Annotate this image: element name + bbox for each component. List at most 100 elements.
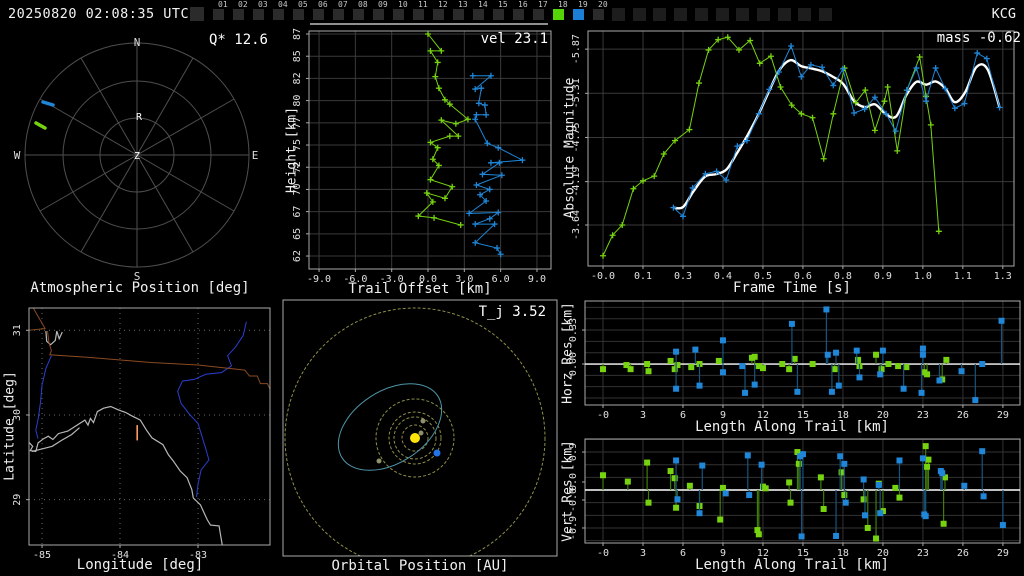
svg-text:82: 82: [292, 72, 303, 84]
atmospheric-position-panel: N E S W Z R Q* 12.6 Atmospheric Position [deg…: [0, 28, 280, 298]
ground-map-panel: -85 -84 -83 31 30 29 Latitude [deg] Longitude…: [0, 298, 280, 576]
svg-text:-3.64: -3.64: [571, 210, 582, 240]
orbit-caption: Orbital Position [AU]: [331, 558, 509, 574]
svg-text:15: 15: [797, 548, 809, 559]
svg-text:Z: Z: [134, 151, 140, 162]
frame-indicator-14[interactable]: [473, 9, 484, 20]
svg-text:-0.0: -0.0: [568, 488, 579, 512]
svg-text:0.0: 0.0: [419, 274, 437, 285]
frame-indicator-15[interactable]: [493, 9, 504, 20]
svg-text:-6.0: -6.0: [343, 274, 367, 285]
frame-indicator-19[interactable]: [573, 9, 584, 20]
frame-indicator-04[interactable]: [273, 9, 284, 20]
frame-indicator-13[interactable]: [453, 9, 464, 20]
svg-text:E: E: [252, 149, 259, 162]
svg-text:0.9: 0.9: [874, 271, 892, 282]
svg-text:-5.87: -5.87: [571, 34, 582, 64]
frame-indicator-number: 17: [538, 0, 548, 9]
frame-indicator-spare[interactable]: [756, 8, 770, 21]
svg-text:15: 15: [797, 410, 809, 421]
svg-text:12: 12: [757, 548, 769, 559]
frame-indicator-number: 09: [378, 0, 388, 9]
svg-text:29: 29: [997, 548, 1009, 559]
frame-indicator-spare[interactable]: [819, 8, 832, 21]
frame-indicator-07[interactable]: [333, 9, 344, 20]
trail-offset-caption: Trail Offset [km]: [348, 281, 492, 297]
svg-text:0.6: 0.6: [794, 271, 812, 282]
frame-indicator-spare[interactable]: [674, 8, 688, 21]
frame-indicator-number: 13: [458, 0, 468, 9]
svg-text:-85: -85: [33, 550, 51, 561]
svg-text:0.33: 0.33: [568, 318, 579, 342]
svg-text:75: 75: [292, 139, 303, 151]
frame-indicator-02[interactable]: [233, 9, 244, 20]
frame-indicator-spare[interactable]: [715, 8, 729, 21]
svg-text:0.00: 0.00: [568, 352, 579, 376]
vert-length-caption: Length Along Trail [km]: [695, 557, 889, 573]
svg-text:9: 9: [720, 548, 726, 559]
svg-text:20: 20: [877, 410, 889, 421]
frame-indicator-number: 01: [218, 0, 228, 9]
svg-text:R: R: [136, 112, 143, 123]
svg-text:S: S: [134, 270, 141, 283]
svg-text:9: 9: [720, 410, 726, 421]
svg-text:26: 26: [957, 548, 969, 559]
svg-text:6.0: 6.0: [492, 274, 510, 285]
frame-indicator-spare[interactable]: [632, 8, 646, 21]
velocity-value: vel 23.1: [480, 31, 548, 47]
svg-text:18: 18: [837, 410, 849, 421]
frame-indicator-03[interactable]: [253, 9, 264, 20]
svg-text:0.9: 0.9: [568, 443, 579, 461]
frame-indicator-05[interactable]: [293, 9, 304, 20]
topbar: 20250820 02:08:35 UTC 01 02 03 04 05 06 07 08 09…: [0, 0, 1024, 28]
frame-indicator-01[interactable]: [213, 9, 224, 20]
magnitude-axis-label: Absolute Magnitude: [562, 77, 578, 219]
frame-indicator-09[interactable]: [373, 9, 384, 20]
svg-text:23: 23: [917, 548, 929, 559]
frame-indicator-12[interactable]: [433, 9, 444, 20]
light-curve-plot: -0.0 0.1 0.3 0.4 0.5 0.6 0.8 0.9 1.0 1.1 1.3 -5.87 -…: [571, 30, 1015, 282]
svg-text:62: 62: [292, 250, 303, 262]
timestamp: 20250820 02:08:35 UTC: [8, 6, 190, 22]
svg-text:1.3: 1.3: [994, 271, 1012, 282]
svg-text:N: N: [134, 36, 141, 49]
frame-indicator-number: 02: [238, 0, 248, 9]
frame-indicator-spare[interactable]: [777, 8, 791, 21]
frame-indicator-spare[interactable]: [694, 8, 708, 21]
svg-text:29: 29: [997, 410, 1009, 421]
frame-indicator-number: 20: [598, 0, 608, 9]
atmospheric-position-caption: Atmospheric Position [deg]: [30, 280, 250, 296]
frame-indicator-spare[interactable]: [736, 8, 750, 21]
frame-indicator-16[interactable]: [513, 9, 524, 20]
frame-indicator-17[interactable]: [533, 9, 544, 20]
svg-text:6: 6: [680, 410, 686, 421]
frame-indicator-06[interactable]: [313, 9, 324, 20]
frame-indicator-10[interactable]: [393, 9, 404, 20]
atmospheric-position-plot: N E S W Z R: [14, 36, 259, 283]
frame-indicator-blank[interactable]: [190, 7, 204, 21]
frame-indicator-number: 15: [498, 0, 508, 9]
svg-text:-0: -0: [597, 410, 609, 421]
frame-indicator-spare[interactable]: [612, 8, 625, 21]
detection-range-underline: [310, 23, 548, 25]
svg-text:70: 70: [292, 183, 303, 195]
svg-text:-84: -84: [111, 550, 129, 561]
frame-indicator-08[interactable]: [353, 9, 364, 20]
frame-indicator-11[interactable]: [413, 9, 424, 20]
frame-indicator-number: 19: [578, 0, 588, 9]
frame-indicator-18[interactable]: [553, 9, 564, 20]
horz-residuals-plot: -0 3 6 9 12 15 18 20 23 26 29 0.33 0.00: [568, 300, 1021, 421]
frame-indicator-spare[interactable]: [798, 8, 812, 21]
horz-residuals-panel: -0 3 6 9 12 15 18 20 23 26 29 0.33 0.00 Horz Res [km…: [560, 298, 1024, 436]
svg-text:18: 18: [837, 548, 849, 559]
svg-text:80: 80: [292, 95, 303, 107]
svg-text:-83: -83: [189, 550, 207, 561]
svg-text:-0.9: -0.9: [568, 516, 579, 540]
svg-text:0.0: 0.0: [568, 473, 579, 491]
svg-text:3.0: 3.0: [455, 274, 473, 285]
frame-indicator-20[interactable]: [593, 9, 604, 20]
svg-text:30: 30: [12, 409, 23, 421]
frame-indicator-spare[interactable]: [653, 8, 667, 21]
svg-text:-9.0: -9.0: [307, 274, 331, 285]
